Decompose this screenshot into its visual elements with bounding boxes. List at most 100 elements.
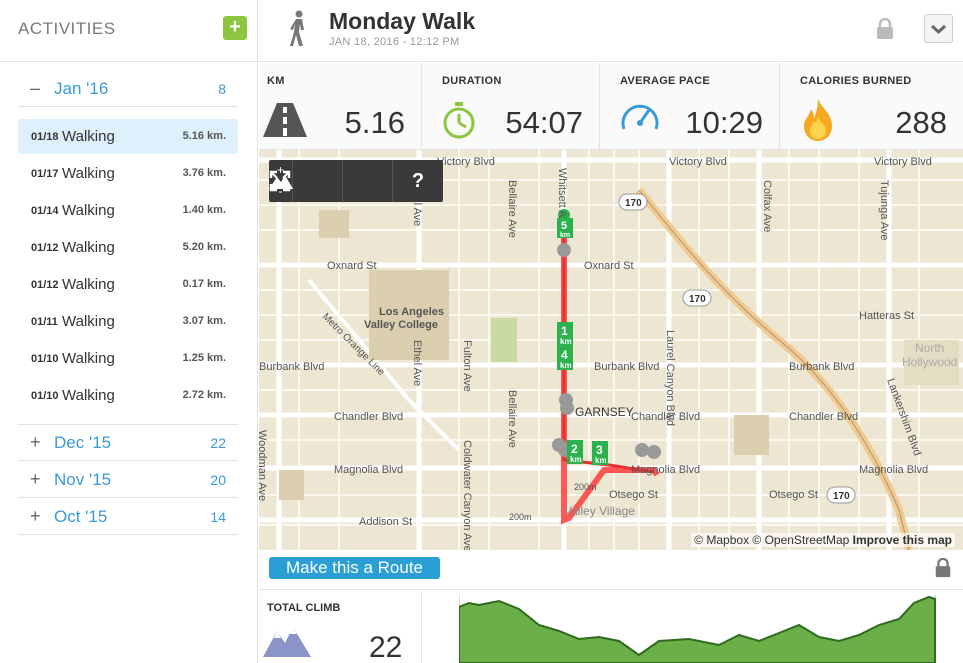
- km-markers[interactable]: 5 km 1 km 4 km 2 km 3 km: [557, 218, 608, 465]
- improve-map-link[interactable]: Improve this map: [852, 533, 952, 547]
- month-label[interactable]: Dec '15: [54, 433, 112, 452]
- svg-text:170: 170: [689, 294, 706, 305]
- svg-text:km: km: [560, 232, 570, 239]
- expand-icon[interactable]: +: [30, 469, 41, 489]
- activity-item[interactable]: 01/14 Walking 1.40 km.: [18, 193, 238, 228]
- street-label: Laurel Canyon Blvd: [664, 330, 676, 426]
- elevation-area: [459, 595, 936, 663]
- map-controls: + - ?: [269, 160, 443, 202]
- activity-item[interactable]: 01/10 Walking 1.25 km.: [18, 341, 238, 376]
- svg-text:km: km: [595, 456, 607, 465]
- stat-distance: KM 5.16: [259, 63, 422, 150]
- place-label: Hollywood: [902, 355, 957, 369]
- activity-type: Walking: [62, 350, 115, 367]
- stat-average-pace: AVERAGE PACE 10:29: [600, 63, 780, 150]
- activity-type: Walking: [62, 128, 115, 145]
- activity-date: 01/11: [31, 316, 58, 328]
- month-label[interactable]: Jan '16: [54, 79, 109, 98]
- month-group-nov-15[interactable]: + Nov '15 20: [18, 461, 238, 498]
- options-dropdown-button[interactable]: [924, 14, 953, 43]
- add-activity-button[interactable]: +: [223, 16, 247, 40]
- expand-icon[interactable]: +: [30, 506, 41, 526]
- stats-bar: KM 5.16 DURATION 54:07 AVERAGE PACE: [259, 63, 963, 150]
- zoom-in-button[interactable]: +: [276, 163, 284, 177]
- activity-item[interactable]: 01/12 Walking 5.20 km.: [18, 230, 238, 265]
- month-label[interactable]: Oct '15: [54, 507, 108, 526]
- street-label: Otsego St: [609, 489, 658, 501]
- place-label: Valley College: [364, 319, 438, 331]
- divider: [421, 591, 422, 663]
- activity-item[interactable]: 01/11 Walking 3.07 km.: [18, 304, 238, 339]
- place-label: Valley Village: [564, 504, 635, 518]
- route-bar: Make this a Route: [259, 550, 963, 590]
- svg-text:170: 170: [833, 491, 850, 502]
- stat-value: 288: [895, 105, 947, 140]
- street-label: Whitsett Ave: [556, 168, 568, 229]
- stat-value: 10:29: [685, 105, 763, 140]
- street-label: Victory Blvd: [669, 156, 727, 168]
- svg-text:2: 2: [571, 442, 578, 456]
- activity-date: 01/17: [31, 168, 59, 180]
- expand-icon[interactable]: +: [30, 432, 41, 452]
- divider: [18, 424, 238, 425]
- street-label: Tujunga Ave: [878, 180, 890, 241]
- elevation-profile[interactable]: [459, 595, 937, 663]
- activity-distance: 1.40 km.: [182, 204, 226, 216]
- route-path[interactable]: [561, 210, 660, 525]
- activity-item[interactable]: 01/12 Walking 0.17 km.: [18, 267, 238, 302]
- activity-item[interactable]: 01/10 Walking 2.72 km.: [18, 378, 238, 413]
- activity-distance: 1.25 km.: [182, 352, 226, 364]
- park: [491, 318, 517, 362]
- collapse-icon[interactable]: –: [30, 78, 41, 98]
- street-label: Coldwater Canyon Ave: [461, 440, 473, 550]
- mountains-icon: [263, 627, 311, 657]
- climb-value: 22: [369, 631, 403, 663]
- svg-text:1: 1: [561, 324, 568, 338]
- attribution-text: © Mapbox © OpenStreetMap: [694, 533, 850, 547]
- route-map[interactable]: Victory Blvd Victory Blvd Victory Blvd O…: [259, 150, 963, 550]
- street-label: Magnolia Blvd: [859, 464, 928, 476]
- college-area: [369, 270, 449, 360]
- lock-icon[interactable]: [934, 558, 952, 578]
- activity-distance: 3.07 km.: [182, 315, 226, 327]
- fullscreen-button[interactable]: [269, 160, 343, 202]
- map-canvas[interactable]: Victory Blvd Victory Blvd Victory Blvd O…: [259, 150, 963, 550]
- sidebar-header: ACTIVITIES +: [0, 0, 257, 62]
- activity-distance: 3.76 km.: [182, 167, 226, 179]
- activity-type: Walking: [62, 387, 115, 404]
- flame-icon: [804, 99, 832, 141]
- activity-item[interactable]: 01/18 Walking 5.16 km.: [18, 119, 238, 154]
- month-group-jan-16[interactable]: – Jan '16 8: [18, 70, 238, 107]
- make-route-button[interactable]: Make this a Route: [269, 557, 440, 579]
- street-label: Colfax Ave: [761, 180, 773, 232]
- activity-distance: 0.17 km.: [182, 278, 226, 290]
- terrain-button[interactable]: [269, 160, 393, 202]
- month-group-oct-15[interactable]: + Oct '15 14: [18, 498, 238, 535]
- help-button[interactable]: ?: [411, 170, 425, 192]
- mountain-icon: [269, 175, 293, 189]
- street-label: Bellaire Ave: [506, 390, 518, 448]
- street-label: Oxnard St: [584, 260, 634, 272]
- activity-item[interactable]: 01/17 Walking 3.76 km.: [18, 156, 238, 191]
- street-label: Burbank Blvd: [594, 361, 659, 373]
- svg-text:km: km: [570, 455, 582, 464]
- street-label: Woodman Ave: [259, 430, 268, 501]
- road-icon: [263, 103, 307, 137]
- street-label: Victory Blvd: [874, 156, 932, 168]
- zoom-out-button[interactable]: -: [278, 184, 283, 198]
- walker-icon: [290, 10, 304, 46]
- stat-duration: DURATION 54:07: [422, 63, 600, 150]
- svg-text:5: 5: [561, 220, 567, 232]
- lock-icon[interactable]: [876, 18, 894, 40]
- stat-value: 5.16: [344, 105, 405, 140]
- place-label: North: [915, 341, 944, 355]
- street-label: Burbank Blvd: [789, 361, 854, 373]
- street-label: Chandler Blvd: [789, 411, 858, 423]
- street-label: Ethel Ave: [411, 340, 423, 386]
- street-label: Victory Blvd: [437, 156, 495, 168]
- month-group-dec-15[interactable]: + Dec '15 22: [18, 424, 238, 461]
- street-label: Chandler Blvd: [334, 411, 403, 423]
- month-label[interactable]: Nov '15: [54, 470, 112, 489]
- climb-label: TOTAL CLIMB: [267, 602, 341, 614]
